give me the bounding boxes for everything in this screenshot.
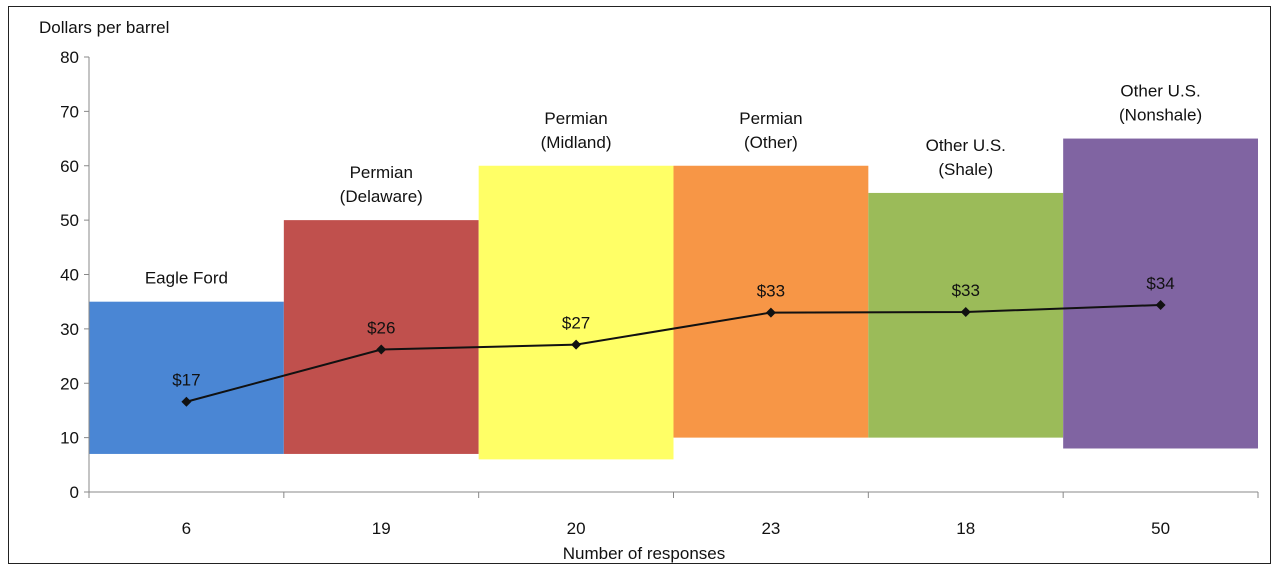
- price-point-5: [1155, 299, 1166, 310]
- price-label-5: $34: [1146, 274, 1174, 293]
- region-label-2-0: Permian: [544, 109, 607, 128]
- y-tick-label-8: 80: [60, 48, 79, 67]
- y-tick-label-4: 40: [60, 266, 79, 285]
- y-tick-label-3: 30: [60, 320, 79, 339]
- price-point-3: [765, 307, 776, 318]
- price-line-path: [186, 303, 1161, 403]
- region-label-3-1: (Other): [744, 133, 798, 152]
- y-tick-label-1: 10: [60, 429, 79, 448]
- price-line: [181, 299, 1166, 407]
- price-point-4: [960, 307, 971, 318]
- x-tick-label-3: 23: [761, 519, 780, 538]
- region-label-5-0: Other U.S.: [1120, 82, 1200, 101]
- price-point-1: [376, 344, 387, 355]
- price-point-0: [181, 396, 192, 407]
- region-label-4-0: Other U.S.: [926, 136, 1006, 155]
- x-tick-label-0: 6: [182, 519, 191, 538]
- labels: Eagle Ford Permian (Delaware) Permian (Midla…: [145, 82, 1202, 390]
- region-label-2-1: (Midland): [541, 133, 612, 152]
- x-axis-title: Number of responses: [563, 544, 726, 563]
- chart-frame: Dollars per barrel 0 10 20 30 40 50 60 70 80 6 19 2…: [8, 6, 1271, 564]
- range-bars: [89, 138, 1258, 460]
- range-bar-2: [478, 165, 674, 460]
- region-label-5-1: (Nonshale): [1119, 106, 1202, 125]
- chart-svg: Dollars per barrel 0 10 20 30 40 50 60 70 80 6 19 2…: [39, 18, 1259, 563]
- region-label-0-0: Eagle Ford: [145, 269, 228, 288]
- x-tick-label-1: 19: [372, 519, 391, 538]
- y-tick-label-2: 20: [60, 374, 79, 393]
- price-label-2: $27: [562, 314, 590, 333]
- region-label-4-1: (Shale): [938, 160, 993, 179]
- y-axis-title: Dollars per barrel: [39, 18, 169, 37]
- y-tick-label-0: 0: [70, 483, 79, 502]
- region-label-1-0: Permian: [350, 163, 413, 182]
- y-tick-label-7: 70: [60, 102, 79, 121]
- x-tick-label-5: 50: [1151, 519, 1170, 538]
- price-label-1: $26: [367, 319, 395, 338]
- region-label-3-0: Permian: [739, 109, 802, 128]
- region-label-1-1: (Delaware): [340, 187, 423, 206]
- price-label-4: $33: [952, 281, 980, 300]
- range-bar-3: [673, 165, 869, 438]
- x-tick-label-2: 20: [567, 519, 586, 538]
- range-bar-0: [89, 301, 284, 454]
- price-label-0: $17: [172, 371, 200, 390]
- y-tick-label-6: 60: [60, 157, 79, 176]
- y-tick-label-5: 50: [60, 211, 79, 230]
- price-label-3: $33: [757, 282, 785, 301]
- price-point-2: [571, 339, 582, 350]
- range-bar-1: [283, 220, 479, 454]
- range-bar-5: [1063, 138, 1258, 449]
- x-tick-label-4: 18: [956, 519, 975, 538]
- axes: 0 10 20 30 40 50 60 70 80 6 19 20 23 18 50: [60, 48, 1259, 538]
